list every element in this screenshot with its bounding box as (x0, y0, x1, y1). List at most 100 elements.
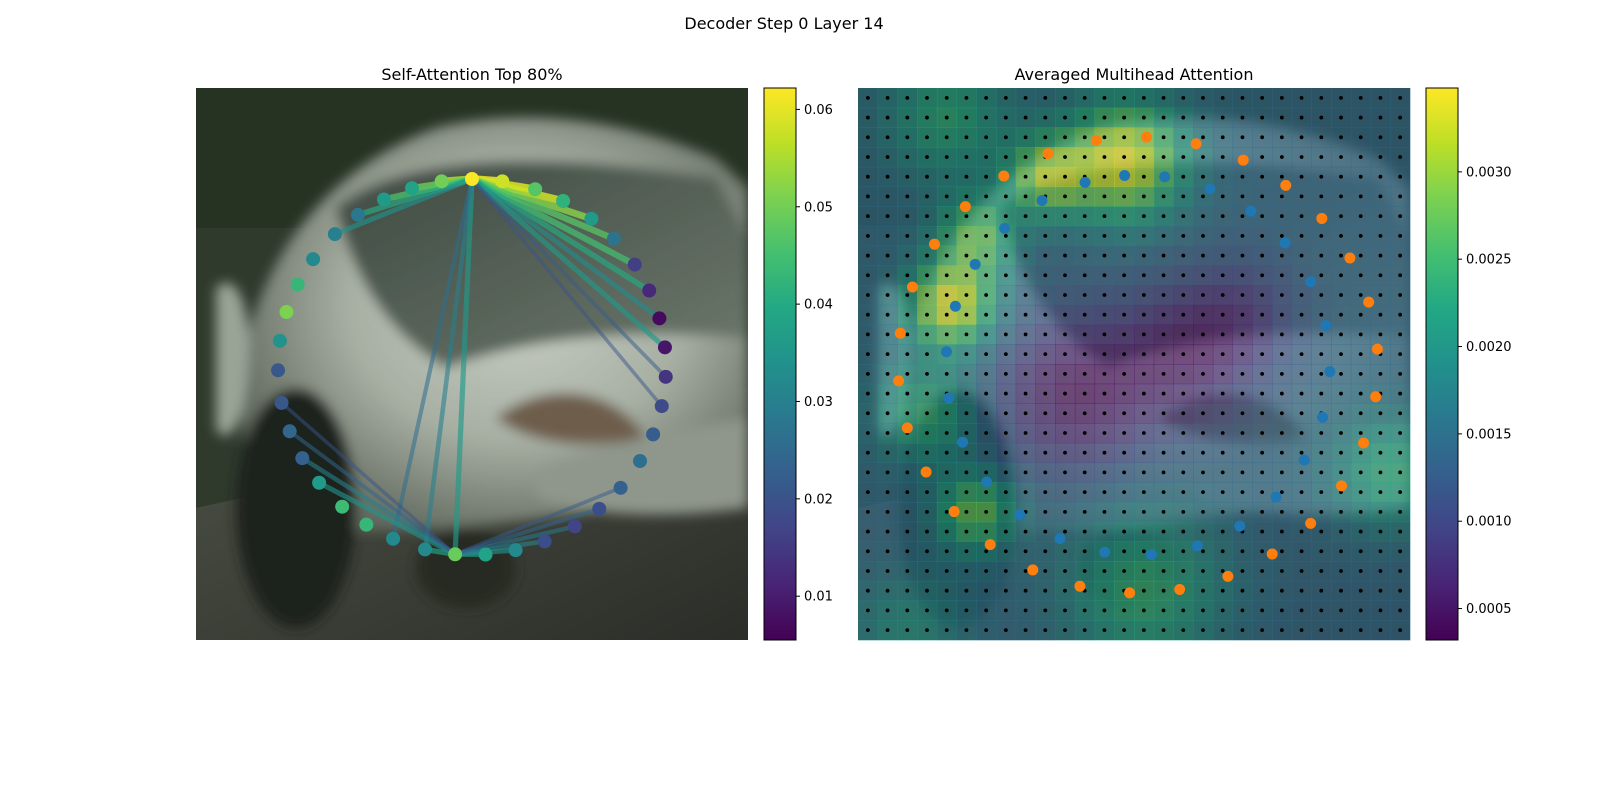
grid-dot (1279, 293, 1284, 297)
grid-dot (964, 371, 969, 376)
grid-dot (944, 608, 949, 613)
grid-dot (1102, 509, 1107, 514)
grid-dot (1319, 293, 1324, 297)
grid-dot (1260, 529, 1265, 534)
grid-dot (1358, 273, 1363, 278)
grid-dot (1181, 450, 1186, 455)
grid-dot (1063, 569, 1067, 573)
grid-dot (1378, 332, 1383, 337)
grid-dot (1023, 155, 1028, 159)
grid-dot (1358, 214, 1363, 219)
grid-dot (1220, 391, 1225, 396)
grid-dot (1082, 273, 1087, 278)
ring-point (592, 501, 607, 516)
grid-dot (1043, 135, 1048, 140)
grid-dot (1319, 450, 1324, 455)
grid-dot (1161, 470, 1166, 475)
grid-dot (1082, 214, 1087, 219)
inner-ring-point (957, 436, 969, 448)
grid-dot (1082, 233, 1087, 238)
grid-dot (905, 470, 910, 475)
grid-dot (984, 549, 989, 554)
grid-dot (1339, 115, 1343, 120)
grid-dot (1082, 628, 1087, 633)
grid-dot (1260, 509, 1265, 514)
grid-dot (1378, 312, 1383, 317)
grid-dot (1201, 490, 1205, 495)
attention-edge (469, 176, 668, 350)
grid-dot (1240, 194, 1245, 199)
grid-dot (1378, 174, 1383, 179)
grid-dot (1378, 293, 1383, 297)
figure-suptitle: Decoder Step 0 Layer 14 (684, 14, 883, 33)
outer-ring-point (1370, 391, 1382, 403)
grid-dot (1181, 549, 1186, 554)
grid-dot (1339, 450, 1343, 455)
grid-dot (1063, 293, 1067, 297)
grid-dot (1260, 115, 1265, 120)
grid-dot (1339, 352, 1343, 357)
grid-dot (1260, 332, 1265, 337)
grid-dot (1082, 312, 1087, 317)
grid-dot (1023, 273, 1028, 278)
ring-point (508, 543, 523, 558)
outer-ring-point (1174, 584, 1186, 596)
grid-dot (1358, 253, 1363, 258)
ring-point (282, 424, 297, 439)
grid-dot (1220, 628, 1225, 633)
grid-dot (1102, 155, 1107, 159)
grid-dot (1279, 470, 1284, 475)
grid-dot (1279, 608, 1284, 613)
grid-dot (1141, 352, 1146, 357)
grid-dot (964, 312, 969, 317)
grid-dot (1339, 588, 1343, 593)
grid-dot (1319, 549, 1324, 554)
grid-dot (1003, 95, 1008, 100)
colorbar2-ticks: 0.0005 0.0010 0.0015 0.0020 0.0025 0.0030 (1458, 165, 1512, 617)
grid-dot (1082, 293, 1087, 297)
grid-dot (964, 391, 969, 396)
grid-dot (865, 628, 870, 633)
ring-point (556, 194, 571, 209)
inner-ring-point (1320, 319, 1332, 331)
inner-ring-point (969, 258, 981, 270)
grid-dot (1378, 450, 1383, 455)
grid-dot (1082, 253, 1087, 258)
inner-ring-point (1191, 540, 1203, 552)
grid-dot (1299, 509, 1304, 514)
grid-dot (1378, 628, 1383, 633)
grid-dot (1003, 233, 1008, 238)
grid-dot (1398, 470, 1403, 475)
grid-dot (984, 293, 989, 297)
grid-dot (964, 490, 969, 495)
grid-dot (1279, 569, 1284, 573)
grid-dot (1122, 135, 1127, 140)
inner-ring-point (943, 392, 955, 404)
grid-dot (1063, 450, 1067, 455)
grid-dot (1082, 529, 1087, 534)
grid-dot (964, 95, 969, 100)
grid-dot (1122, 431, 1127, 435)
grid-dot (1141, 490, 1146, 495)
grid-dot (1023, 549, 1028, 554)
grid-dot (1319, 509, 1324, 514)
grid-dot (1122, 450, 1127, 455)
grid-dot (1378, 588, 1383, 593)
grid-dot (925, 371, 929, 376)
grid-dot (1240, 569, 1245, 573)
grid-dot (1299, 214, 1304, 219)
grid-dot (865, 371, 870, 376)
grid-dot (925, 628, 929, 633)
ring-point (465, 172, 479, 186)
grid-dot (1043, 588, 1048, 593)
grid-dot (964, 529, 969, 534)
grid-dot (1201, 95, 1205, 100)
grid-dot (1023, 253, 1028, 258)
grid-dot (1122, 115, 1127, 120)
grid-dot (1043, 411, 1048, 416)
grid-dot (1260, 371, 1265, 376)
grid-dot (885, 608, 890, 613)
ring-point (312, 475, 327, 490)
grid-dot (984, 490, 989, 495)
grid-dot (1063, 470, 1067, 475)
